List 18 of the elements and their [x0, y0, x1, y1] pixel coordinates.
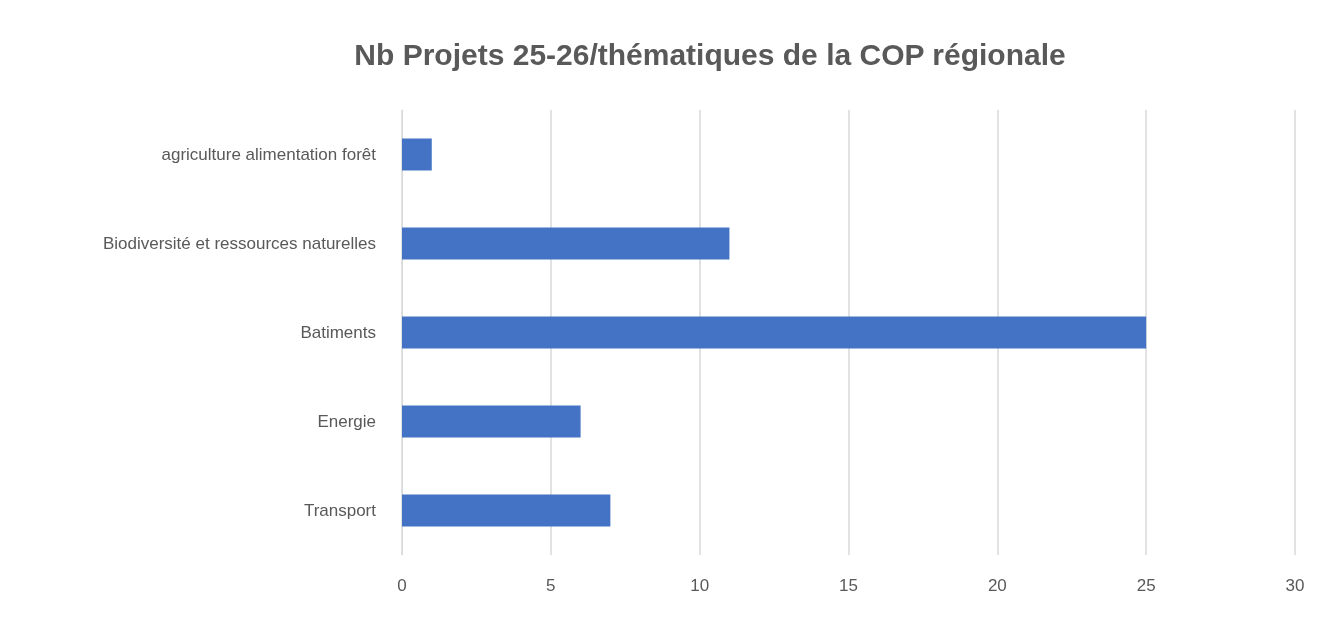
bar: [402, 494, 611, 527]
bar: [402, 227, 730, 260]
x-tick-label: 10: [690, 576, 710, 595]
chart-title: Nb Projets 25-26/thématiques de la COP régionale: [354, 37, 1066, 71]
bar: [402, 138, 432, 171]
x-tick-label: 5: [546, 576, 556, 595]
x-tick-label: 15: [839, 576, 858, 595]
bar: [402, 405, 581, 438]
x-tick-label: 0: [397, 576, 407, 595]
y-tick-label: Transport: [303, 501, 377, 520]
x-tick-label: 30: [1285, 576, 1305, 595]
y-tick-label: agriculture alimentation forêt: [161, 145, 377, 164]
y-tick-label: Batiments: [300, 323, 376, 342]
x-tick-label: 25: [1136, 576, 1156, 595]
x-tick-label: 20: [987, 576, 1007, 595]
bar: [402, 316, 1147, 349]
y-tick-label: Biodiversité et ressources naturelles: [102, 234, 376, 253]
y-tick-label: Energie: [317, 412, 376, 431]
